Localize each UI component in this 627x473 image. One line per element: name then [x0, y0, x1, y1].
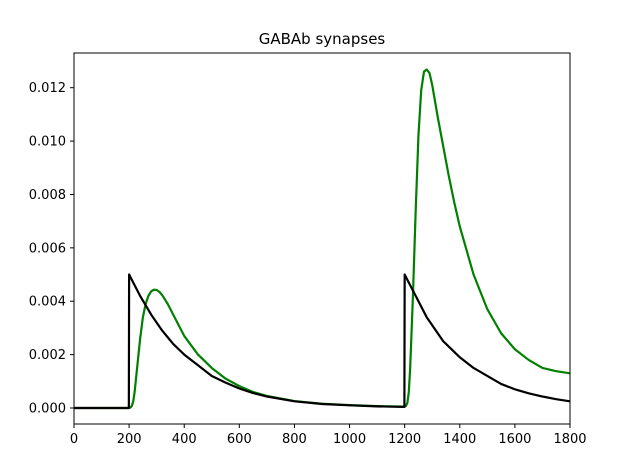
x-tick-label: 600 [227, 432, 252, 447]
y-tick-label: 0.004 [29, 295, 66, 310]
x-tick-label: 1200 [388, 432, 421, 447]
y-axis: 0.000 0.002 0.004 0.006 0.008 0.010 0.012 [29, 81, 74, 416]
y-tick-label: 0.002 [29, 348, 66, 363]
y-tick-label: 0.012 [29, 81, 66, 96]
x-tick-label: 400 [172, 432, 197, 447]
x-tick-label: 1800 [553, 432, 586, 447]
series-line-1 [74, 68, 571, 410]
plot-area [74, 68, 571, 410]
y-tick-label: 0.006 [29, 241, 66, 256]
x-tick-label: 800 [282, 432, 307, 447]
axes-frame [73, 52, 571, 425]
x-tick-label: 1600 [498, 432, 531, 447]
x-tick-label: 1400 [443, 432, 476, 447]
series-line-2 [74, 273, 571, 410]
chart-title: GABAb synapses [259, 30, 386, 48]
x-axis: 0 200 400 600 800 1000 1200 1400 1600 1800 [70, 424, 587, 447]
x-tick-label: 200 [117, 432, 142, 447]
x-tick-label: 0 [70, 432, 78, 447]
y-tick-label: 0.008 [29, 188, 66, 203]
x-tick-label: 1000 [333, 432, 366, 447]
y-tick-label: 0.000 [29, 401, 66, 416]
y-tick-label: 0.010 [29, 135, 66, 150]
